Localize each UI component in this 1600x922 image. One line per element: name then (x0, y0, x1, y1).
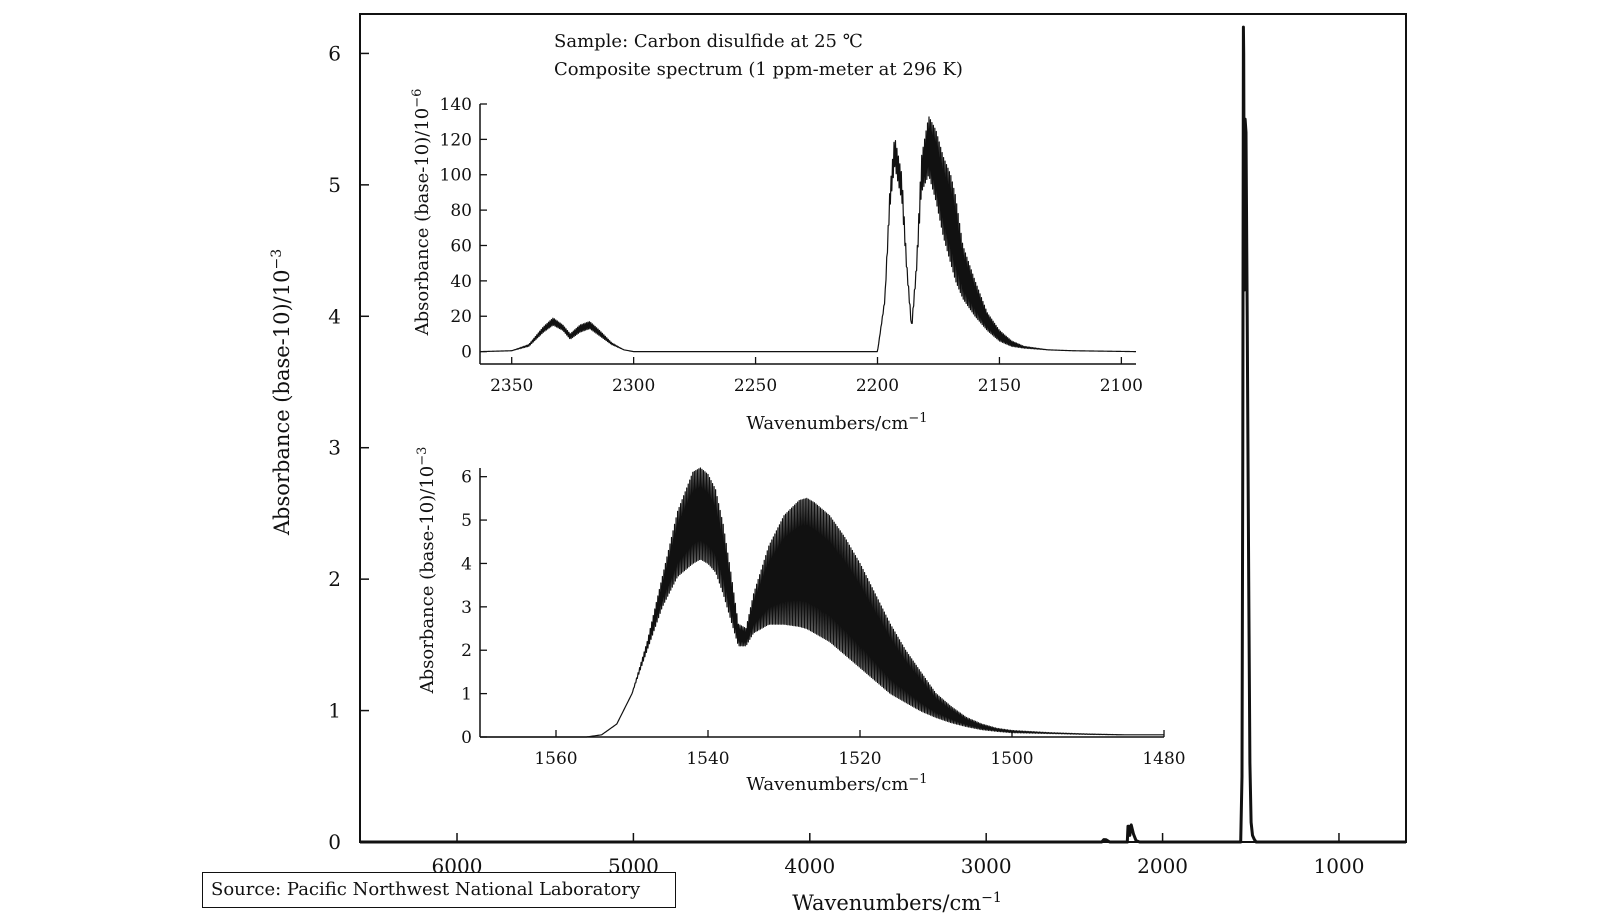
upper-inset-y-tick-label: 80 (450, 201, 472, 221)
main-y-tick-label: 3 (328, 436, 341, 460)
lower-inset-x-tick-label: 1520 (838, 749, 881, 769)
upper-inset-x-axis-title: Wavenumbers/cm−1 (746, 411, 927, 434)
lower-inset-x-axis-title: Wavenumbers/cm−1 (746, 772, 927, 795)
lower-inset-spectrum-line (480, 467, 1164, 738)
main-y-axis-title: Absorbance (base-10)/10−3 (269, 249, 294, 536)
lower-inset-x-tick-label: 1560 (534, 749, 577, 769)
main-x-tick-label: 4000 (784, 854, 835, 878)
lower-inset-y-tick-label: 4 (461, 554, 472, 574)
main-y-tick-label: 0 (328, 830, 341, 854)
upper-inset-y-tick-label: 100 (440, 166, 472, 186)
lower-inset-y-tick-label: 5 (461, 511, 472, 531)
main-y-tick-label: 6 (328, 41, 341, 65)
upper-inset-chart: 2350 2300 2250 2200 2150 2100 0 20 40 60 80 100 120 1… (440, 95, 1143, 396)
main-y-tick-label: 4 (328, 304, 341, 328)
upper-inset-y-tick-label: 120 (440, 130, 472, 150)
lower-inset-y-tick-label: 2 (461, 641, 472, 661)
lower-inset-y-tick-label: 0 (461, 728, 472, 748)
main-x-tick-label: 3000 (961, 854, 1012, 878)
composite-annotation: Composite spectrum (1 ppm-meter at 296 K… (554, 59, 963, 80)
main-x-axis-title: Wavenumbers/cm−1 (792, 890, 1002, 915)
lower-inset-y-tick-label: 3 (461, 598, 472, 618)
upper-inset-x-tick-label: 2100 (1100, 376, 1143, 396)
upper-inset-y-tick-label: 140 (440, 95, 472, 115)
upper-inset-y-axis-title: Absorbance (base-10)/10−6 (410, 89, 433, 337)
main-y-tick-label: 5 (328, 173, 341, 197)
upper-inset-y-tick-label: 40 (450, 272, 472, 292)
lower-inset-y-tick-label: 1 (461, 685, 472, 705)
main-x-tick-label: 2000 (1137, 854, 1188, 878)
lower-inset-x-tick-label: 1480 (1142, 749, 1185, 769)
upper-inset-y-tick-label: 60 (450, 236, 472, 256)
sample-annotation: Sample: Carbon disulfide at 25 ℃ (554, 31, 863, 52)
upper-inset-y-tick-label: 20 (450, 307, 472, 327)
main-y-tick-label: 1 (328, 699, 341, 723)
lower-inset-chart: 1560 1540 1520 1500 1480 0 1 2 3 4 5 6 (461, 467, 1186, 769)
main-y-tick-label: 2 (328, 567, 341, 591)
upper-inset-x-tick-label: 2200 (856, 376, 899, 396)
lower-inset-x-tick-label: 1500 (990, 749, 1033, 769)
upper-inset-x-tick-label: 2250 (734, 376, 777, 396)
main-spectrum-line (360, 25, 1406, 844)
upper-inset-x-tick-label: 2300 (612, 376, 655, 396)
lower-inset-x-tick-label: 1540 (686, 749, 729, 769)
main-x-tick-label: 1000 (1314, 854, 1365, 878)
lower-inset-y-tick-label: 6 (461, 468, 472, 488)
upper-inset-y-tick-label: 0 (461, 343, 472, 363)
lower-inset-y-axis-title: Absorbance (base-10)/10−3 (415, 447, 438, 695)
upper-inset-x-tick-label: 2150 (978, 376, 1021, 396)
source-label: Source: Pacific Northwest National Labor… (202, 872, 676, 908)
upper-inset-x-tick-label: 2350 (490, 376, 533, 396)
upper-inset-spectrum-line (479, 116, 1137, 353)
